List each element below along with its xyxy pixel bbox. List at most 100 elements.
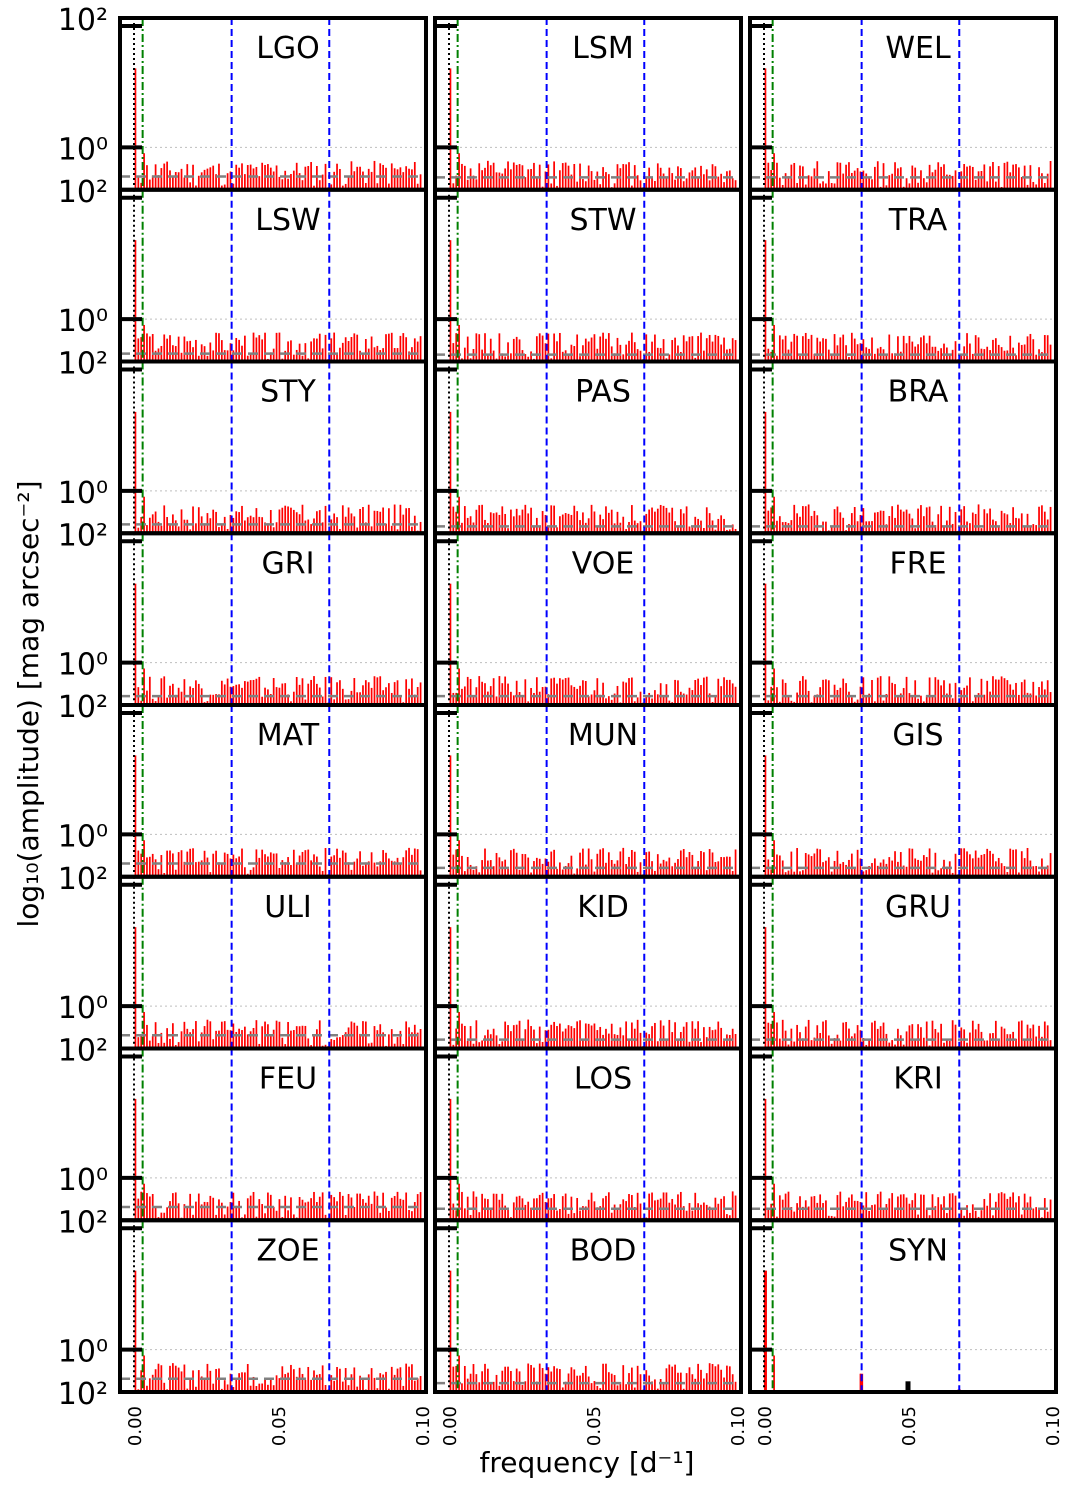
y-axis-label: log₁₀(amplitude) [mag arcsec⁻²] [12, 481, 45, 928]
bar [764, 755, 767, 877]
bar [246, 355, 249, 362]
bar [816, 694, 819, 705]
bar [550, 505, 553, 534]
bar [677, 1040, 679, 1049]
bar [246, 1198, 249, 1221]
bar [607, 696, 610, 705]
bar [920, 860, 922, 877]
bars-gri [134, 583, 422, 705]
bar [697, 176, 699, 190]
bar [931, 1194, 934, 1221]
bar [547, 333, 550, 362]
bar [931, 1020, 934, 1049]
panel-voe: VOE [433, 531, 743, 707]
bar [209, 1021, 212, 1049]
bar [671, 507, 674, 534]
bar [218, 1368, 220, 1392]
bar [888, 334, 891, 362]
bar [691, 854, 694, 877]
bar [344, 699, 347, 705]
bar [232, 183, 235, 190]
bar [261, 696, 264, 705]
bar [301, 1199, 304, 1221]
bar [804, 332, 807, 362]
bar [885, 185, 888, 190]
bar [946, 866, 948, 877]
bar [258, 516, 261, 534]
y-tick-label: 10² [58, 862, 108, 897]
bar [891, 353, 894, 362]
bar [714, 695, 717, 705]
bar [790, 851, 793, 877]
bar [134, 1270, 137, 1392]
bar [862, 508, 865, 534]
bar [478, 163, 481, 190]
bar [461, 855, 463, 877]
panel-gru: GRU [748, 874, 1058, 1051]
bar [310, 860, 312, 877]
bar [527, 1363, 530, 1392]
bar [570, 1367, 573, 1392]
bar [137, 176, 140, 190]
bar [631, 677, 633, 705]
bar [631, 185, 633, 190]
bar [905, 1031, 908, 1049]
bar [275, 332, 278, 362]
bar [911, 848, 914, 877]
bar [645, 696, 648, 705]
bars-wel [764, 68, 1052, 190]
bar [804, 1200, 807, 1221]
bar [1009, 335, 1012, 362]
bar [654, 1200, 656, 1221]
bar [157, 869, 160, 877]
bar [370, 526, 373, 534]
bar [567, 1213, 570, 1221]
bar [905, 1197, 908, 1221]
bar [229, 171, 232, 190]
bar [559, 1369, 561, 1392]
bar [804, 506, 807, 534]
syn-marker-bar [905, 1381, 911, 1392]
bar [773, 496, 775, 534]
bar [662, 1025, 665, 1049]
bar [648, 351, 651, 362]
bar [347, 175, 350, 190]
bar [501, 1041, 504, 1049]
bar [602, 332, 604, 362]
bar [154, 350, 157, 362]
bar [341, 688, 344, 705]
bar [850, 172, 853, 190]
bar [180, 168, 183, 190]
bar [533, 525, 535, 534]
bar [787, 696, 790, 705]
bar [856, 168, 859, 190]
bar [169, 170, 171, 190]
bar [272, 1206, 275, 1221]
bar [452, 343, 455, 362]
bar [813, 353, 816, 362]
bar [498, 172, 501, 190]
bar [616, 337, 619, 362]
bar [576, 1375, 579, 1392]
bar [154, 859, 157, 877]
bar [960, 1209, 963, 1221]
y-tick-label: 10² [58, 518, 108, 553]
bar [723, 677, 725, 705]
bar [223, 350, 226, 362]
bar [307, 1038, 310, 1049]
bar [925, 1021, 928, 1049]
bar [1020, 851, 1023, 877]
bar [1049, 506, 1052, 534]
bar [963, 1215, 966, 1221]
bar [734, 1195, 737, 1221]
bar [402, 172, 405, 190]
bar [625, 1384, 627, 1392]
bar [148, 179, 151, 190]
bar [472, 869, 475, 877]
panel-bod: BOD [433, 1218, 743, 1394]
bar [287, 694, 289, 705]
bar [836, 162, 839, 190]
bar [498, 1044, 501, 1049]
bar [842, 334, 845, 362]
bar [631, 1367, 633, 1392]
